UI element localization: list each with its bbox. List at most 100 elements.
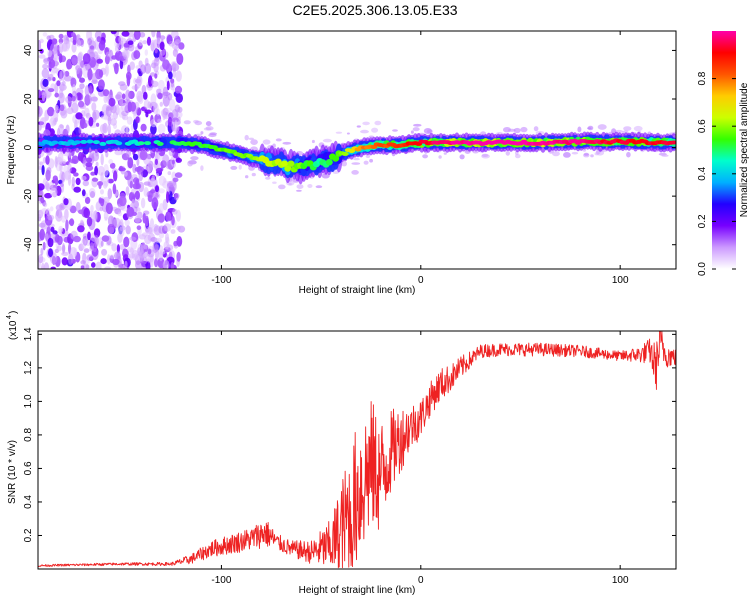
spectrogram-noise-cell bbox=[177, 106, 183, 113]
spectrogram-haze-cell bbox=[200, 131, 204, 135]
spectrogram-noise-cell bbox=[167, 171, 172, 176]
spectrogram-noise-cell bbox=[152, 102, 159, 115]
spectrogram-noise-cell bbox=[121, 110, 129, 117]
spectrogram-noise-cell bbox=[174, 85, 183, 94]
snr-x-tick-label: 100 bbox=[612, 575, 629, 586]
spectrogram-noise-cell bbox=[143, 91, 148, 100]
spectrogram-noise-cell bbox=[155, 185, 159, 193]
spectrogram-haze-cell bbox=[515, 154, 521, 159]
spectrogram-noise-cell bbox=[131, 174, 138, 179]
spectrogram-haze-cell bbox=[356, 125, 361, 128]
spectrogram-noise-cell bbox=[127, 157, 134, 169]
spectrogram-noise-cell bbox=[172, 208, 178, 215]
spectrogram-noise-cell bbox=[38, 39, 42, 52]
spectrogram-frame bbox=[37, 30, 677, 270]
spectrogram-noise-cell bbox=[110, 118, 117, 126]
spectrogram-ridge-cell bbox=[287, 160, 295, 167]
spectrogram-noise-cell bbox=[133, 50, 141, 60]
spectrogram-noise-cell bbox=[157, 213, 165, 223]
spectrogram-x-axis-label: Height of straight line (km) bbox=[299, 285, 416, 296]
spectrogram-noise-cell bbox=[122, 49, 129, 60]
spectrogram-noise-cell bbox=[98, 40, 106, 51]
spectrogram-noise-cell bbox=[132, 182, 140, 190]
spectrogram-haze-cell bbox=[374, 120, 382, 126]
spectrogram-haze-cell bbox=[369, 158, 373, 163]
spectrogram-noise-cell bbox=[79, 219, 84, 227]
spectrogram-haze-cell bbox=[413, 123, 422, 127]
spectrogram-haze-cell bbox=[571, 151, 579, 155]
spectrogram-noise-cell bbox=[170, 261, 175, 269]
spectrogram-noise-cell bbox=[85, 162, 93, 168]
spectrogram-noise-cell bbox=[77, 225, 85, 233]
spectrogram-ridge-cell bbox=[51, 140, 59, 145]
spectrogram-noise-cell bbox=[114, 62, 119, 75]
spectrogram-noise-cell bbox=[87, 68, 93, 81]
spectrogram-noise-cell bbox=[144, 215, 149, 227]
spectrogram-noise-cell bbox=[45, 155, 50, 165]
spectrogram-noise-cell bbox=[40, 196, 45, 204]
spectrogram-noise-cell bbox=[63, 165, 69, 173]
spectrogram-noise-cell bbox=[162, 59, 170, 70]
spectrogram-noise-cell bbox=[100, 189, 104, 195]
spectrogram-haze-cell bbox=[250, 139, 258, 146]
snr-y-scale-factor: (x10 4 ) bbox=[6, 311, 19, 340]
spectrogram-noise-cell bbox=[103, 211, 109, 221]
spectrogram-haze-cell bbox=[597, 124, 607, 130]
spectrogram-noise-cell bbox=[114, 150, 123, 156]
spectrogram-noise-cell bbox=[162, 199, 168, 211]
spectrogram-ridge-cell bbox=[99, 141, 107, 146]
spectrogram-noise-cell bbox=[85, 157, 93, 163]
spectrogram-noise-cell bbox=[103, 196, 110, 204]
spectrogram-noise-cell bbox=[166, 80, 170, 91]
spectrogram-ridge-cell bbox=[73, 140, 81, 145]
spectrogram-noise-cell bbox=[126, 116, 133, 125]
spectrogram-noise-cell bbox=[81, 175, 87, 181]
snr-x-tick-label: 0 bbox=[418, 575, 424, 586]
spectrogram-noise-cell bbox=[124, 219, 130, 227]
spectrogram-noise-cell bbox=[169, 99, 176, 111]
spectrogram-noise-cell bbox=[147, 161, 153, 173]
spectrogram-noise-cell bbox=[45, 181, 50, 190]
spectrogram-ridge-cell bbox=[325, 159, 333, 166]
spectrogram-noise-cell bbox=[176, 251, 181, 262]
spectrogram-noise-cell bbox=[41, 117, 48, 122]
spectrogram-haze-cell bbox=[505, 150, 510, 156]
spectrogram-noise-cell bbox=[38, 254, 44, 264]
spectrogram-noise-cell bbox=[159, 35, 166, 40]
spectrogram-noise-cell bbox=[65, 219, 69, 232]
colorbar-tick-label: 0.2 bbox=[697, 214, 708, 228]
spectrogram-noise-cell bbox=[80, 260, 86, 265]
spectrogram-noise-cell bbox=[48, 59, 56, 69]
spectrogram-noise-cell bbox=[113, 170, 118, 182]
spectrogram-noise-cell bbox=[39, 228, 45, 241]
spectrogram-noise-cell bbox=[138, 170, 144, 182]
spectrogram-haze-cell bbox=[481, 153, 489, 157]
spectrogram-noise-cell bbox=[43, 202, 48, 208]
spectrogram-haze-cell bbox=[346, 132, 350, 135]
spectrogram-noise-cell bbox=[168, 71, 173, 80]
spectrogram-noise-cell bbox=[96, 58, 103, 64]
spectrogram-noise-cell bbox=[66, 60, 72, 70]
spectrogram-noise-cell bbox=[158, 225, 165, 234]
spectrogram-noise-cell bbox=[150, 39, 156, 52]
spectrogram-noise-cell bbox=[119, 83, 128, 91]
spectrogram-noise-cell bbox=[75, 34, 80, 47]
spectrogram-noise-cell bbox=[154, 73, 158, 79]
spectrogram-noise-cell bbox=[149, 255, 154, 268]
spectrogram-noise-cell bbox=[174, 120, 178, 132]
spectrogram-noise-cell bbox=[121, 31, 130, 37]
spectrogram-noise-cell bbox=[118, 167, 126, 172]
spectrogram-noise-cell bbox=[112, 258, 120, 266]
spectrogram-noise-cell bbox=[109, 226, 115, 234]
spectrogram-noise-cell bbox=[95, 161, 99, 167]
spectrogram-noise-cell bbox=[48, 181, 54, 189]
spectrogram-noise-cell bbox=[54, 155, 58, 168]
spectrogram-noise-cell bbox=[89, 45, 95, 50]
spectrogram-noise-cell bbox=[131, 211, 137, 216]
spectrogram-noise-cell bbox=[95, 261, 102, 269]
spectrogram-noise-cell bbox=[157, 79, 165, 91]
spectrogram-noise-cell bbox=[58, 33, 64, 39]
spectrogram-noise-cell bbox=[77, 57, 81, 65]
spectrogram-noise-cell bbox=[157, 92, 163, 100]
spectrogram-noise-cell bbox=[46, 35, 51, 40]
